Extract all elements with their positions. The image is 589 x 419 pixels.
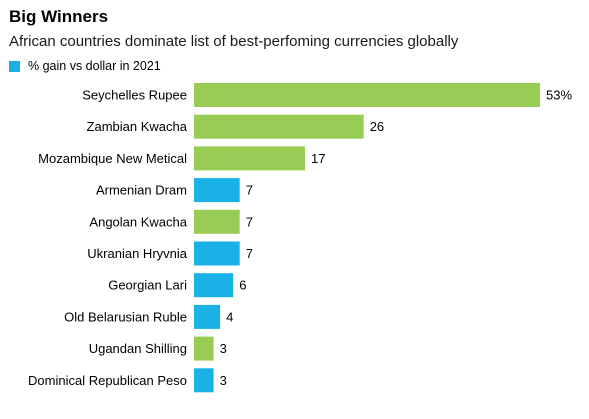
bar-1 (194, 114, 364, 139)
category-label: Georgian Lari (108, 278, 187, 293)
category-label: Armenian Dram (96, 183, 187, 198)
value-label: 7 (246, 183, 253, 198)
chart-subtitle: African countries dominate list of best-… (9, 33, 459, 50)
category-label: Seychelles Rupee (82, 88, 187, 103)
bar-7 (194, 304, 221, 329)
chart-title: Big Winners (9, 7, 109, 26)
chart-legend: % gain vs dollar in 2021 (9, 59, 161, 73)
bar-4 (194, 209, 240, 234)
category-label: Ugandan Shilling (89, 341, 187, 356)
value-label: 6 (239, 278, 246, 293)
value-label: 17 (311, 151, 325, 166)
legend-label: % gain vs dollar in 2021 (28, 59, 161, 73)
legend-swatch (9, 60, 20, 72)
bar-9 (194, 368, 214, 393)
value-label: 4 (226, 309, 233, 324)
bar-2 (194, 146, 305, 171)
bar-8 (194, 336, 214, 361)
category-label: Old Belarusian Ruble (64, 309, 187, 324)
bar-3 (194, 178, 240, 203)
category-label: Dominical Republican Peso (28, 373, 187, 388)
value-label: 26 (370, 119, 384, 134)
value-label: 53% (546, 88, 572, 103)
value-label: 7 (246, 246, 253, 261)
value-label: 7 (246, 214, 253, 229)
value-label: 3 (220, 341, 227, 356)
bar-5 (194, 241, 240, 266)
category-label: Ukranian Hryvnia (87, 246, 187, 261)
value-label: 3 (220, 373, 227, 388)
category-label: Mozambique New Metical (38, 151, 187, 166)
bar-0 (194, 83, 540, 107)
category-label: Zambian Kwacha (87, 119, 188, 134)
bar-6 (194, 273, 234, 298)
category-label: Angolan Kwacha (89, 214, 187, 229)
